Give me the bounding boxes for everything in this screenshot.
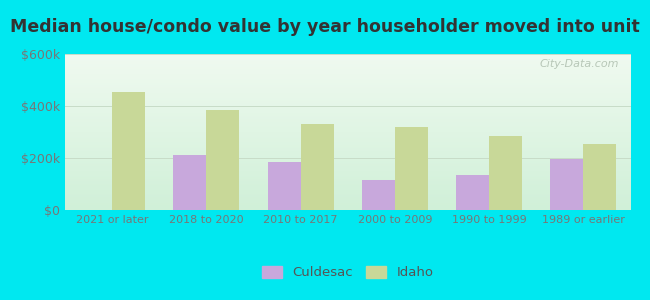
- Bar: [456, 175, 489, 210]
- Bar: [174, 155, 207, 210]
- Text: City-Data.com: City-Data.com: [540, 59, 619, 69]
- Bar: [207, 110, 239, 210]
- Bar: [489, 136, 522, 210]
- Bar: [584, 144, 616, 210]
- Text: Median house/condo value by year householder moved into unit: Median house/condo value by year househo…: [10, 18, 640, 36]
- Bar: [300, 124, 333, 210]
- Legend: Culdesac, Idaho: Culdesac, Idaho: [257, 260, 439, 284]
- Bar: [112, 92, 145, 210]
- Bar: [551, 159, 584, 210]
- Bar: [268, 162, 300, 210]
- Bar: [395, 127, 428, 210]
- Bar: [362, 180, 395, 210]
